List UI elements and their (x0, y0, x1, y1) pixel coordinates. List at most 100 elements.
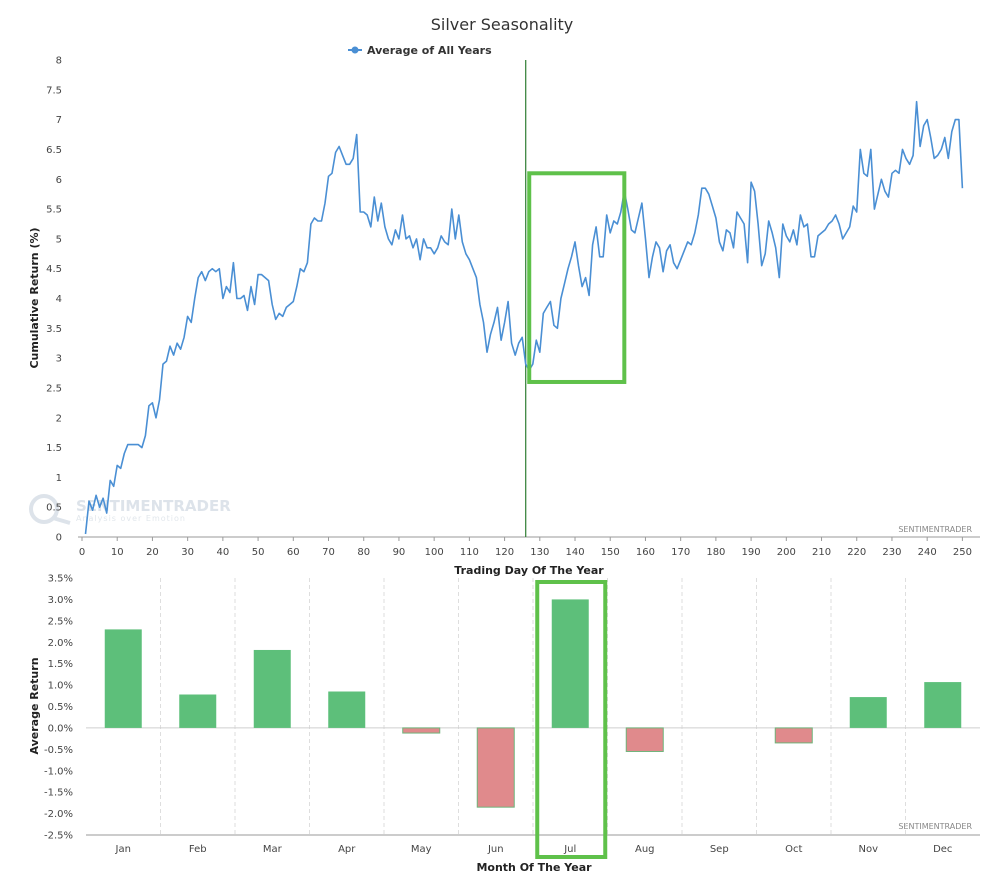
top-y-axis-title: Cumulative Return (%) (28, 227, 41, 368)
bottom-y-tick-label: -2.0% (44, 809, 73, 820)
month-tick-label: Apr (338, 844, 356, 855)
bottom-y-tick-label: 0.5% (48, 702, 73, 713)
top-y-tick-label: 7 (56, 115, 62, 126)
top-x-tick-label: 0 (79, 547, 85, 558)
bottom-y-tick-label: 3.5% (48, 574, 73, 585)
legend[interactable]: Average of All Years (348, 44, 492, 57)
top-x-tick-label: 90 (393, 547, 406, 558)
bottom-y-tick-label: 1.0% (48, 681, 73, 692)
top-x-tick-label: 160 (636, 547, 655, 558)
top-x-tick-label: 100 (425, 547, 444, 558)
bottom-x-axis-title: Month Of The Year (476, 861, 592, 874)
bar-may (402, 727, 441, 734)
bar-dec (924, 682, 962, 728)
bar-mar (253, 649, 291, 728)
top-x-tick-label: 110 (460, 547, 479, 558)
watermark-name: SENTIMENTRADER (76, 497, 231, 515)
top-y-tick-label: 6.5 (46, 145, 62, 156)
top-x-tick-label: 120 (495, 547, 514, 558)
month-tick-label: Jul (563, 844, 576, 855)
top-y-tick-label: 5 (56, 234, 62, 245)
bottom-y-tick-label: -2.5% (44, 831, 73, 842)
july-bar-highlight-box (535, 580, 608, 859)
top-x-tick-label: 50 (252, 547, 265, 558)
top-x-tick-label: 200 (777, 547, 796, 558)
bottom-y-tick-label: -1.0% (44, 766, 73, 777)
top-y-tick-label: 8 (56, 56, 62, 67)
top-x-tick-label: 230 (882, 547, 901, 558)
top-x-tick-label: 30 (181, 547, 194, 558)
top-y-tick-label: 5.5 (46, 205, 62, 216)
month-tick-label: Aug (635, 844, 655, 855)
bottom-y-tick-label: 1.5% (48, 659, 73, 670)
bar-nov (849, 697, 887, 728)
top-y-tick-label: 1.5 (46, 443, 62, 454)
top-line-chart: 0 10 20 30 40 50 60 70 80 90 100 110 120 130 140 150 160… (46, 56, 980, 558)
bottom-y-tick-label: 0.0% (48, 723, 73, 734)
bar-jan (104, 629, 142, 728)
top-y-tick-label: 6 (56, 175, 62, 186)
top-x-tick-label: 190 (742, 547, 761, 558)
top-x-tick-label: 40 (216, 547, 229, 558)
top-x-tick-label: 250 (953, 547, 972, 558)
top-x-tick-label: 210 (812, 547, 831, 558)
month-tick-label: Sep (710, 844, 729, 855)
bar-aug (625, 727, 664, 752)
legend-entry-label: Average of All Years (367, 44, 492, 57)
bottom-y-tick-label: 2.5% (48, 616, 73, 627)
top-x-tick-label: 220 (847, 547, 866, 558)
legend-marker (351, 46, 359, 54)
top-x-tick-label: 60 (287, 547, 300, 558)
bottom-y-tick-label: -1.5% (44, 788, 73, 799)
top-y-tick-label: 2 (56, 413, 62, 424)
month-tick-label: Oct (785, 844, 802, 855)
bottom-y-axis-title: Average Return (28, 657, 41, 754)
month-tick-label: Nov (858, 844, 878, 855)
series-line-average-of-all-years (84, 100, 964, 535)
month-tick-label: Jun (487, 844, 504, 855)
bar-jul (551, 599, 589, 728)
watermark-magnifier-handle (52, 516, 71, 525)
top-y-tick-label: 4.5 (46, 264, 62, 275)
watermark: SENTIMENTRADER Analysis over Emotion (29, 494, 231, 525)
month-tick-label: Feb (189, 844, 207, 855)
month-tick-label: May (411, 844, 432, 855)
top-x-tick-label: 10 (111, 547, 124, 558)
top-y-tick-label: 0 (56, 533, 62, 544)
top-x-tick-label: 150 (601, 547, 620, 558)
bar-jun (476, 727, 515, 808)
bottom-y-tick-label: 2.0% (48, 638, 73, 649)
bottom-y-tick-label: -0.5% (44, 745, 73, 756)
month-tick-label: Jan (115, 844, 131, 855)
bottom-bar-chart: -2.5% -2.0% -1.5% -1.0% -0.5% 0.0% 0.5% 1.0% 1.5… (44, 574, 980, 859)
top-y-tick-label: 7.5 (46, 85, 62, 96)
top-x-tick-label: 140 (565, 547, 584, 558)
top-y-tick-label: 3 (56, 354, 62, 365)
top-x-tick-label: 240 (918, 547, 937, 558)
watermark-magnifier-icon (29, 494, 59, 524)
month-tick-label: Mar (263, 844, 283, 855)
top-y-tick-label: 2.5 (46, 383, 62, 394)
july-highlight-box (527, 171, 627, 384)
top-y-tick-label: 4 (56, 294, 62, 305)
watermark-tagline: Analysis over Emotion (76, 514, 186, 523)
bottom-chart-credit: SENTIMENTRADER (898, 822, 972, 831)
top-x-tick-label: 180 (706, 547, 725, 558)
top-x-tick-label: 170 (671, 547, 690, 558)
top-y-tick-label: 0.5 (46, 503, 62, 514)
top-y-tick-label: 3.5 (46, 324, 62, 335)
bar-apr (328, 691, 366, 728)
top-x-tick-label: 70 (322, 547, 335, 558)
top-x-tick-label: 20 (146, 547, 159, 558)
bar-feb (179, 694, 217, 728)
top-x-axis-title: Trading Day Of The Year (454, 564, 604, 577)
top-x-tick-label: 80 (357, 547, 370, 558)
top-y-tick-label: 1 (56, 473, 62, 484)
chart-title: Silver Seasonality (431, 15, 574, 34)
top-chart-credit: SENTIMENTRADER (898, 525, 972, 534)
bar-oct (774, 727, 813, 744)
top-x-tick-label: 130 (530, 547, 549, 558)
bottom-y-tick-label: 3.0% (48, 595, 73, 606)
